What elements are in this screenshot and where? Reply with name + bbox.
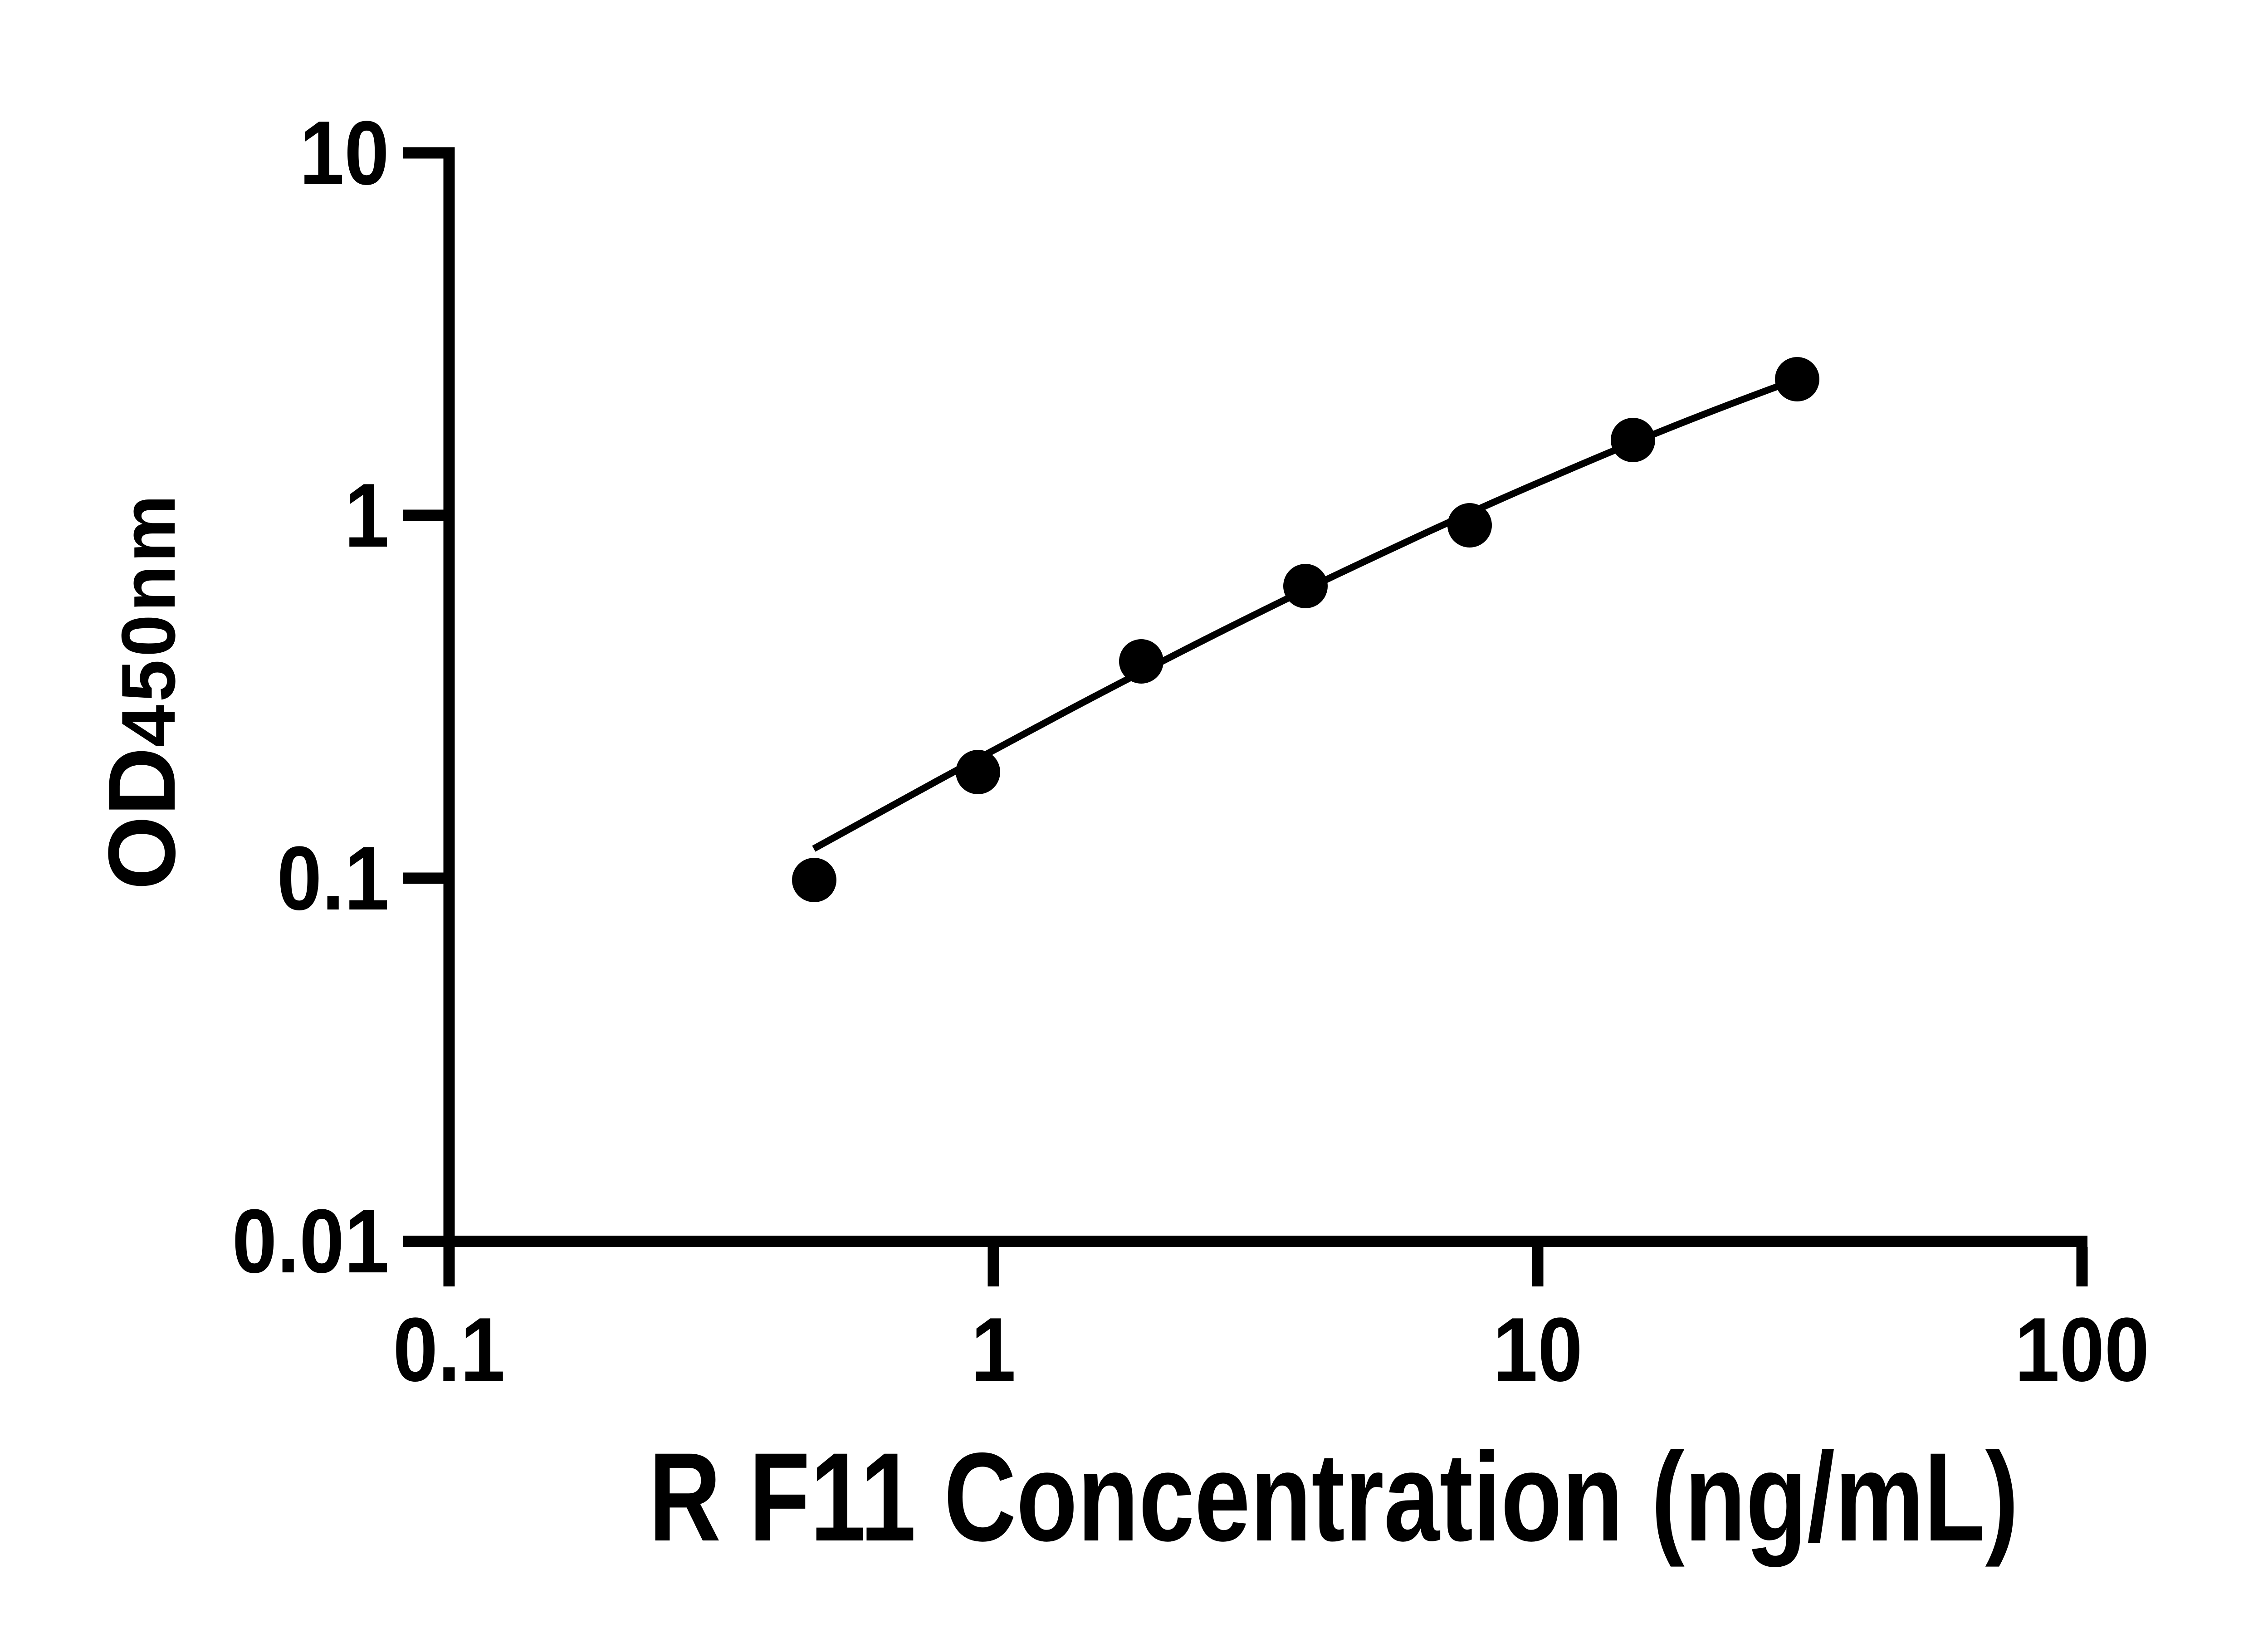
svg-text:0.01: 0.01 bbox=[232, 1191, 389, 1292]
svg-text:100: 100 bbox=[2015, 1299, 2150, 1400]
svg-text:1: 1 bbox=[971, 1299, 1016, 1400]
svg-text:1: 1 bbox=[344, 465, 389, 566]
svg-text:10: 10 bbox=[299, 103, 389, 204]
svg-text:0.1: 0.1 bbox=[393, 1299, 505, 1400]
svg-text:OD450nm: OD450nm bbox=[88, 492, 195, 890]
svg-text:10: 10 bbox=[1493, 1299, 1583, 1400]
svg-text:0.1: 0.1 bbox=[277, 828, 389, 929]
svg-text:R F11 Concentration (ng/mL): R F11 Concentration (ng/mL) bbox=[649, 1427, 2019, 1568]
